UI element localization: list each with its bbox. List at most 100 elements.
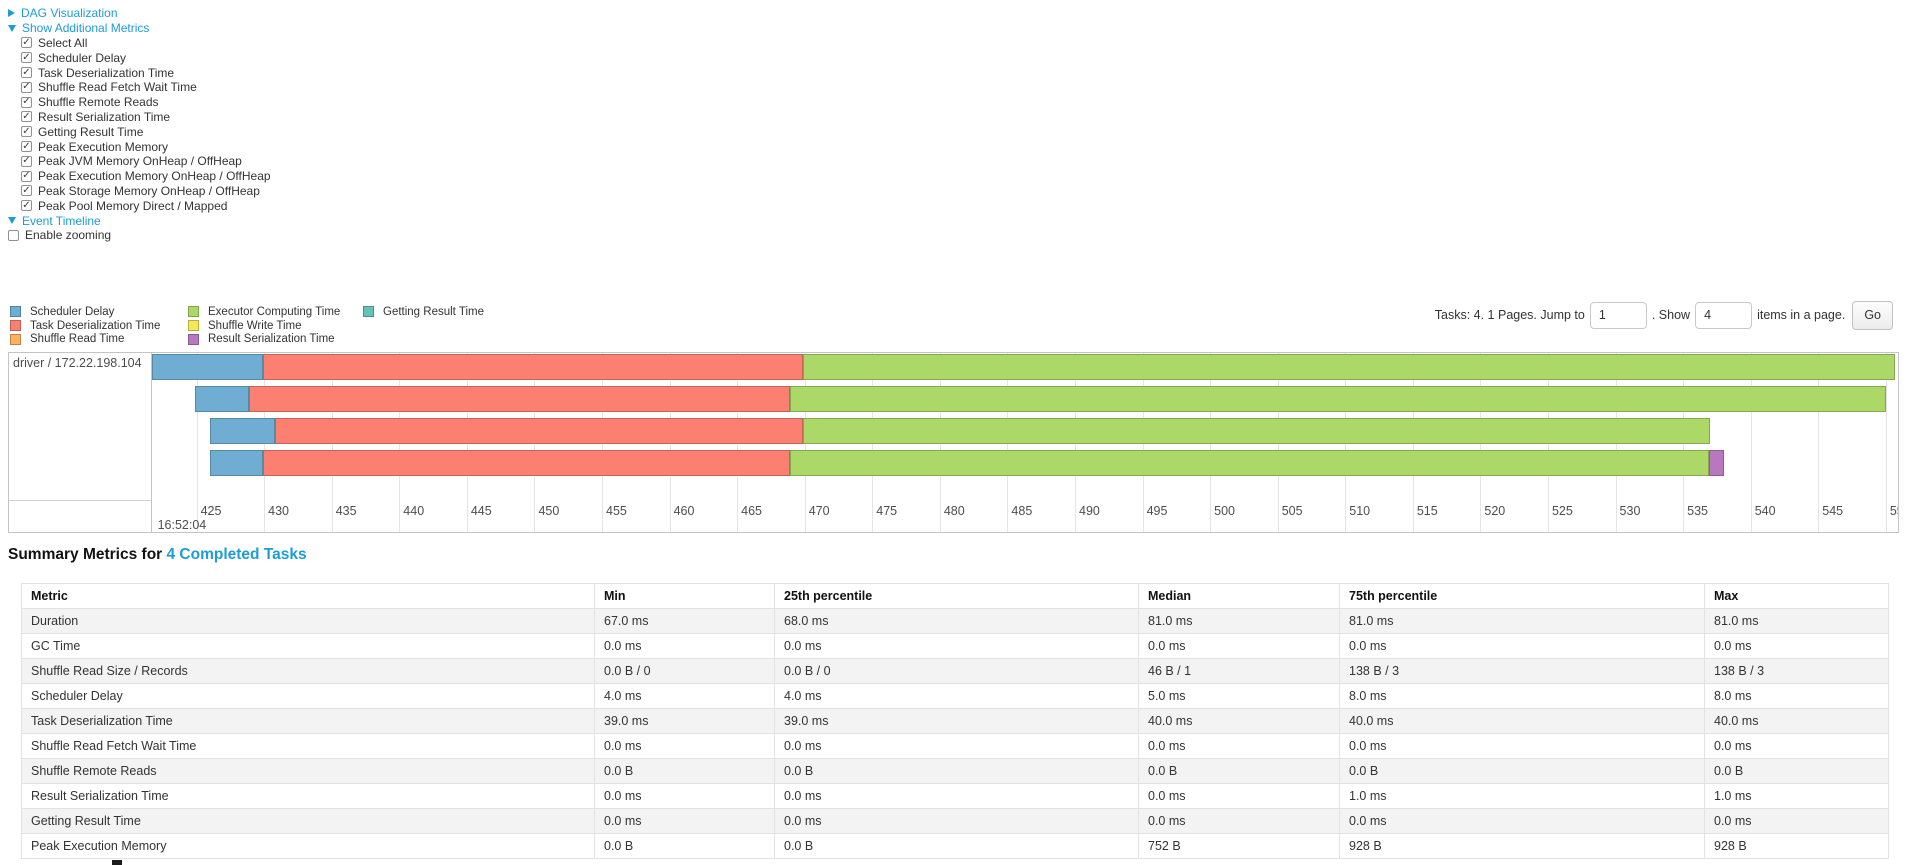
event-timeline-toggle[interactable]: Event Timeline	[8, 214, 101, 228]
table-cell: 0.0 ms	[1138, 633, 1340, 659]
checked-checkbox[interactable]: ✓	[21, 36, 32, 49]
axis-tick-label: 450	[538, 504, 560, 518]
table-cell: 81.0 ms	[1138, 608, 1340, 634]
table-cell: Peak Execution Memory	[21, 833, 595, 859]
axis-tick-label: 465	[741, 504, 762, 518]
summary-metrics-table: Metric Min 25th percentile Median 75th perce…	[21, 583, 1889, 859]
metric-checkbox-item[interactable]: ✓ Getting Result Time	[8, 124, 271, 139]
table-cell: 8.0 ms	[1704, 683, 1889, 709]
metric-checkbox-item[interactable]: ✓ Peak Storage Memory OnHeap / OffHeap	[8, 184, 271, 199]
axis-tick-label: 520	[1484, 504, 1506, 518]
task-1-scheduler-delay-bar[interactable]	[152, 354, 263, 380]
metric-checkbox-label: Peak Pool Memory Direct / Mapped	[38, 198, 228, 213]
axis-tick-label: 470	[808, 504, 830, 518]
axis-tick-label: 540	[1754, 504, 1776, 518]
table-cell: 138 B / 3	[1339, 658, 1705, 684]
task-4-task-deserialization-bar[interactable]	[262, 450, 790, 476]
checked-checkbox[interactable]: ✓	[21, 140, 32, 153]
axis-gridline	[1818, 353, 1820, 532]
task-1-task-deserialization-bar[interactable]	[262, 354, 804, 380]
axis-tick-label: 460	[673, 504, 695, 518]
event-timeline-label: Event Timeline	[22, 213, 101, 228]
dag-visualization-toggle[interactable]: DAG Visualization	[8, 6, 118, 20]
pagination-summary-text: Tasks: 4. 1 Pages. Jump to	[1434, 308, 1585, 322]
checked-checkbox[interactable]: ✓	[21, 155, 32, 167]
metric-checkbox-item[interactable]: ✓ Peak Execution Memory	[8, 139, 271, 154]
checked-checkbox[interactable]: ✓	[21, 66, 32, 79]
checked-checkbox[interactable]: ✓	[21, 51, 32, 64]
table-cell: 0.0 B / 0	[594, 658, 775, 684]
metric-checkbox-item[interactable]: ✓ Task Deserialization Time	[8, 65, 271, 80]
axis-tick-label: 485	[1011, 504, 1033, 518]
legend-label: Getting Result Time	[383, 305, 484, 318]
table-cell: 39.0 ms	[594, 708, 775, 734]
axis-tick-label: 500	[1214, 504, 1235, 518]
checked-checkbox[interactable]: ✓	[21, 170, 32, 182]
table-cell: 0.0 B / 0	[774, 658, 1139, 684]
legend-item: Executor Computing Time	[188, 305, 340, 319]
table-cell: 0.0 ms	[1138, 733, 1340, 759]
event-timeline-chart: driver / 172.22.198.104 425 430 435 440 445 4…	[8, 352, 1899, 533]
table-header-row: Metric Min 25th percentile Median 75th perce…	[21, 583, 1889, 609]
task-3-scheduler-delay-bar[interactable]	[210, 418, 275, 444]
metric-checkbox-item[interactable]: ✓ Peak Execution Memory OnHeap / OffHeap	[8, 169, 271, 184]
table-cell: 0.0 ms	[1138, 783, 1340, 809]
task-1-executor-computing-bar[interactable]	[803, 354, 1896, 380]
legend-label: Shuffle Write Time	[208, 319, 302, 332]
legend-label: Scheduler Delay	[30, 305, 115, 318]
task-2-scheduler-delay-bar[interactable]	[195, 386, 250, 412]
summary-heading-text: Summary Metrics for	[8, 546, 167, 563]
items-per-page-input[interactable]	[1695, 301, 1753, 329]
task-pagination-controls: Tasks: 4. 1 Pages. Jump to . Show items …	[1435, 299, 1893, 331]
clipped-content-fragment	[112, 860, 122, 865]
table-cell: 40.0 ms	[1138, 708, 1340, 734]
enable-zooming-option[interactable]: Enable zooming	[8, 228, 271, 243]
show-additional-metrics-toggle[interactable]: Show Additional Metrics	[8, 21, 149, 35]
timeline-legend-column-3: Getting Result Time	[363, 305, 484, 319]
metric-checkbox-item[interactable]: ✓ Shuffle Read Fetch Wait Time	[8, 80, 271, 95]
task-4-executor-computing-bar[interactable]	[789, 450, 1709, 476]
task-2-executor-computing-bar[interactable]	[789, 386, 1886, 412]
checked-checkbox[interactable]: ✓	[21, 125, 32, 138]
checked-checkbox[interactable]: ✓	[21, 199, 32, 212]
task-3-task-deserialization-bar[interactable]	[274, 418, 804, 444]
checked-checkbox[interactable]: ✓	[21, 81, 32, 93]
stage-controls-tree: DAG Visualization Show Additional Metric…	[8, 6, 271, 243]
table-cell: 1.0 ms	[1704, 783, 1889, 809]
metric-checkbox-item[interactable]: ✓ Shuffle Remote Reads	[8, 95, 271, 110]
go-button[interactable]: Go	[1852, 300, 1893, 330]
metric-checkbox-item[interactable]: ✓ Peak JVM Memory OnHeap / OffHeap	[8, 154, 271, 169]
axis-tick-label: 425	[200, 504, 222, 518]
enable-zooming-checkbox[interactable]	[8, 229, 19, 241]
legend-item: Task Deserialization Time	[10, 319, 160, 333]
checked-checkbox[interactable]: ✓	[21, 110, 32, 123]
table-row: Shuffle Read Size / Records 0.0 B / 0 0.0 …	[21, 658, 1889, 684]
checked-checkbox[interactable]: ✓	[21, 96, 32, 108]
table-cell: Shuffle Read Size / Records	[21, 658, 595, 684]
axis-tick-label: 495	[1146, 504, 1168, 518]
table-cell: 928 B	[1704, 833, 1889, 859]
table-cell: 81.0 ms	[1704, 608, 1889, 634]
table-cell: 0.0 ms	[774, 633, 1139, 659]
table-row: Shuffle Remote Reads 0.0 B 0.0 B 0.0 B 0.0 B…	[21, 758, 1889, 784]
checked-checkbox[interactable]: ✓	[21, 184, 32, 197]
table-cell: 40.0 ms	[1339, 708, 1705, 734]
task-3-executor-computing-bar[interactable]	[803, 418, 1711, 444]
expanded-arrow-icon	[8, 24, 16, 32]
jump-to-page-input[interactable]	[1589, 301, 1647, 329]
task-4-scheduler-delay-bar[interactable]	[210, 450, 263, 476]
table-row: Shuffle Read Fetch Wait Time 0.0 ms 0.0 ms…	[21, 733, 1889, 759]
completed-tasks-link[interactable]: 4 Completed Tasks	[166, 546, 307, 563]
metric-checkbox-item[interactable]: ✓ Select All	[8, 36, 271, 51]
axis-tick-label: 515	[1416, 504, 1438, 518]
legend-label: Result Serialization Time	[208, 333, 335, 346]
task-2-task-deserialization-bar[interactable]	[249, 386, 790, 412]
table-row: Scheduler Delay 4.0 ms 4.0 ms 5.0 ms 8.0 ms 8…	[21, 683, 1889, 709]
table-cell: 0.0 ms	[594, 733, 775, 759]
axis-tick-label: 550	[1889, 504, 1898, 518]
metric-checkbox-label: Select All	[38, 35, 88, 50]
metric-checkbox-item[interactable]: ✓ Result Serialization Time	[8, 110, 271, 125]
metric-checkbox-item[interactable]: ✓ Scheduler Delay	[8, 50, 271, 65]
task-4-result-serialization-bar[interactable]	[1708, 450, 1724, 476]
metric-checkbox-item[interactable]: ✓ Peak Pool Memory Direct / Mapped	[8, 198, 271, 213]
